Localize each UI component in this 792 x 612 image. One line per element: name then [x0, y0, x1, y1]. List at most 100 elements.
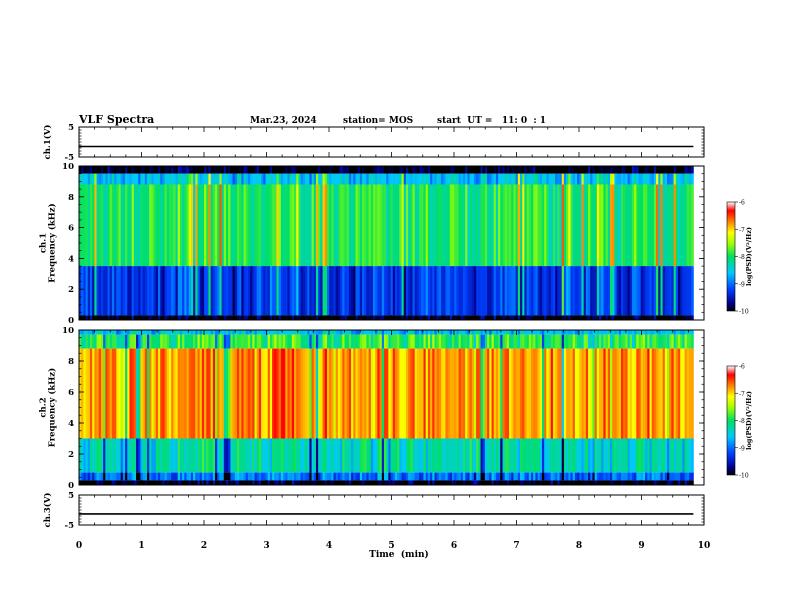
psd-cell [247, 348, 251, 439]
psd-cell [136, 348, 139, 439]
psd-cell [541, 315, 545, 320]
psd-cell [322, 315, 326, 320]
psd-cell [243, 330, 247, 335]
psd-cell [179, 330, 183, 335]
psd-cell [375, 266, 378, 316]
psd-cell [355, 472, 359, 481]
psd-cell [480, 184, 484, 267]
psd-cell [79, 472, 82, 481]
psd-cell [122, 315, 126, 320]
psd-cell [548, 173, 552, 185]
psd-cell [620, 348, 624, 439]
psd-cell [144, 334, 148, 349]
psd-cell [403, 480, 407, 485]
psd-cell [114, 315, 117, 320]
psd-cell [173, 266, 176, 316]
psd-cell [252, 184, 255, 267]
psd-cell [563, 334, 567, 349]
psd-cell [614, 472, 617, 481]
psd-cell [504, 480, 508, 485]
psd-cell [559, 348, 563, 439]
psd-cell [265, 438, 269, 473]
psd-cell [144, 184, 148, 267]
psd-cell [601, 184, 604, 267]
psd-cell [79, 173, 82, 185]
psd-cell [168, 438, 172, 473]
psd-cell [89, 166, 93, 174]
psd-cell [511, 348, 514, 439]
psd-cell [136, 472, 139, 481]
psd-cell [320, 334, 323, 349]
psd-cell [138, 348, 141, 439]
psd-cell [618, 480, 622, 485]
psd-cell [636, 166, 639, 174]
psd-cell [594, 348, 598, 439]
psd-cell [265, 348, 269, 439]
psd-cell [173, 184, 176, 267]
psd-cell [434, 438, 438, 473]
psd-cell [647, 315, 650, 320]
psd-cell [520, 184, 523, 267]
psd-cell [300, 173, 304, 185]
psd-cell [603, 266, 606, 316]
psd-cell [416, 166, 420, 174]
psd-cell [269, 330, 273, 335]
psd-cell [500, 330, 503, 335]
psd-cell [162, 315, 165, 320]
psd-cell [447, 184, 451, 267]
psd-cell [344, 266, 348, 316]
psd-cell [283, 315, 286, 320]
psd-cell [434, 315, 438, 320]
psd-cell [603, 315, 606, 320]
psd-cell [212, 184, 216, 267]
psd-cell [603, 330, 606, 335]
psd-cell [210, 166, 214, 174]
psd-cell [460, 480, 464, 485]
psd-cell [144, 315, 148, 320]
psd-cell [164, 334, 168, 349]
psd-cell [239, 438, 242, 473]
psd-cell [469, 480, 473, 485]
psd-cell [184, 348, 187, 439]
psd-cell [305, 173, 308, 185]
time-axis: 0 1 2 3 4 5 6 7 8 9 10 [76, 541, 710, 551]
psd-cell [627, 348, 631, 439]
psd-cell [168, 166, 172, 174]
psd-cell [667, 348, 670, 439]
psd-cell [489, 472, 492, 481]
psd-cell [362, 472, 365, 481]
psd-cell [351, 480, 354, 485]
psd-cell [612, 166, 615, 174]
psd-cell [375, 334, 378, 349]
psd-cell [116, 334, 119, 349]
psd-cell [504, 334, 508, 349]
psd-cell [678, 348, 681, 439]
psd-cell [383, 315, 387, 320]
psd-cell [616, 438, 620, 473]
psd-cell [489, 348, 492, 439]
psd-cell [408, 315, 411, 320]
psd-cell [410, 173, 413, 185]
psd-cell [206, 438, 209, 473]
psd-cell [592, 348, 596, 439]
psd-cell [307, 315, 310, 320]
psd-cell [129, 184, 133, 267]
psd-cell [629, 330, 633, 335]
psd-cell [340, 330, 343, 335]
psd-cell [515, 184, 519, 267]
psd-cell [160, 266, 163, 316]
psd-cell [634, 315, 637, 320]
psd-cell [640, 173, 644, 185]
psd-cell [173, 334, 176, 349]
psd-cell [552, 184, 556, 267]
psd-cell [79, 330, 82, 335]
psd-cell [294, 480, 297, 485]
psd-cell [280, 173, 284, 185]
psd-cell [443, 166, 446, 174]
psd-cell [392, 334, 396, 349]
psd-cell [179, 348, 183, 439]
psd-cell [320, 480, 323, 485]
psd-cell [346, 334, 350, 349]
psd-cell [326, 438, 330, 473]
psd-cell [340, 166, 343, 174]
